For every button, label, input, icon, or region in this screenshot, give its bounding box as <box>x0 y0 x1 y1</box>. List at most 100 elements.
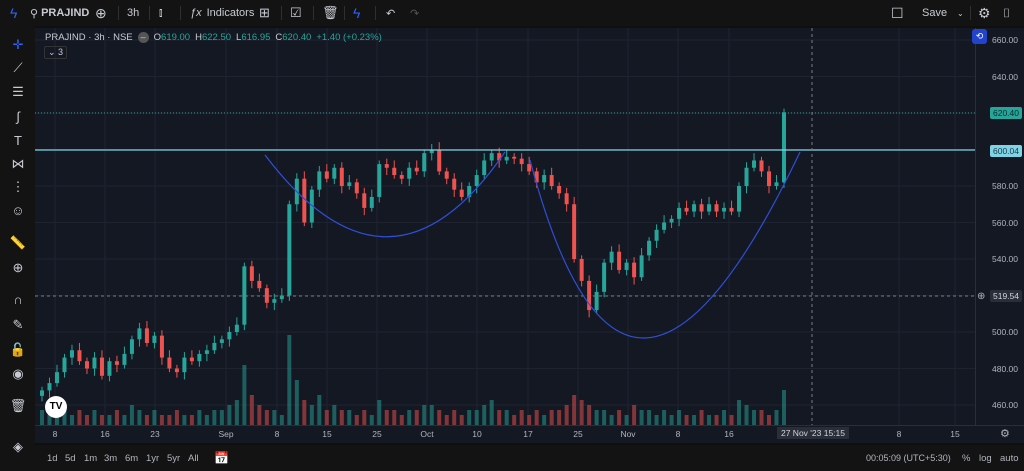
interval-button[interactable]: 3h <box>127 7 140 19</box>
eye-icon[interactable]: ◉ <box>12 366 24 381</box>
text-icon[interactable]: T <box>14 133 22 148</box>
save-button[interactable]: Save <box>922 7 948 19</box>
candle-body <box>647 240 652 256</box>
volume-bar <box>519 410 524 425</box>
volume-bar <box>759 410 764 425</box>
time-tick: 10 <box>472 429 482 439</box>
candle-body <box>639 255 644 278</box>
candle-body <box>317 171 322 190</box>
pattern-icon[interactable]: ⋈ <box>11 156 25 171</box>
time-tick: 25 <box>372 429 382 439</box>
logo-icon[interactable]: ϟ <box>10 5 18 21</box>
pencil-lock-icon[interactable]: ✎ <box>12 317 24 332</box>
symbol-search[interactable]: ⚲ PRAJIND <box>30 4 89 22</box>
candle-body <box>40 390 44 396</box>
volume-bar <box>227 405 232 425</box>
volume-bar <box>437 410 442 425</box>
gear-icon[interactable]: ⚙ <box>978 4 991 21</box>
add-symbol-icon[interactable]: ⊕ <box>95 4 107 21</box>
camera-icon[interactable]: ⌷ <box>1003 5 1011 20</box>
auto-fit-button[interactable]: ⟲ <box>972 29 987 44</box>
volume-bar <box>774 410 779 425</box>
candle-body <box>77 350 82 362</box>
undo-icon[interactable]: ↶ <box>386 7 396 20</box>
minus-icon[interactable]: – <box>137 32 149 43</box>
volume-bar <box>632 405 637 425</box>
range-1yr[interactable]: 1yr <box>146 453 160 464</box>
candle-body <box>722 207 727 212</box>
time-tick: Sep <box>218 429 234 439</box>
volume-bar <box>647 410 652 425</box>
volume-bar <box>347 410 352 425</box>
symbol-title[interactable]: PRAJIND · 3h · NSE <box>45 32 133 43</box>
candle-body <box>414 167 419 172</box>
volume-bar <box>77 410 82 425</box>
candle-body <box>497 153 502 161</box>
volume-bar <box>129 405 134 425</box>
candle-body <box>174 368 179 373</box>
trash-icon[interactable]: 🗑 <box>9 398 27 413</box>
candle-body <box>714 204 719 212</box>
crosshair-icon[interactable]: ✛ <box>12 37 24 52</box>
price-axis[interactable] <box>975 28 1024 425</box>
emoji-icon[interactable]: ☺ <box>11 203 25 218</box>
time-tick: Nov <box>620 429 636 439</box>
volume-bar <box>617 410 622 425</box>
volume-bar <box>504 410 509 425</box>
calendar-icon[interactable]: 📅 <box>214 451 229 465</box>
volume-bar <box>152 410 157 425</box>
indicators-button[interactable]: ƒx Indicators <box>190 4 254 22</box>
range-5d[interactable]: 5d <box>65 453 76 464</box>
add-alert-icon[interactable]: ⊕ <box>977 291 986 302</box>
chevron-down-icon[interactable]: ⌄ <box>957 8 964 18</box>
candle-body <box>557 186 562 194</box>
candle-body <box>699 204 704 212</box>
lock-icon[interactable]: 🔓 <box>9 342 27 357</box>
trend-line-icon[interactable]: ⟋ <box>13 60 23 75</box>
prediction-icon[interactable]: ⋮ <box>11 179 25 194</box>
log-toggle[interactable]: log <box>979 453 992 464</box>
time-axis[interactable] <box>35 425 1024 443</box>
volume-bar <box>587 405 592 425</box>
range-3m[interactable]: 3m <box>104 453 118 464</box>
percent-toggle[interactable]: % <box>962 453 971 464</box>
fullscreen-icon[interactable]: ☐ <box>891 4 904 21</box>
lightning-icon[interactable]: ϟ <box>353 5 361 21</box>
range-1m[interactable]: 1m <box>84 453 98 464</box>
time-tick: 16 <box>724 429 734 439</box>
redo-icon[interactable]: ↷ <box>410 7 420 20</box>
volume-bar <box>272 410 277 425</box>
volume-bar <box>669 415 674 425</box>
brush-icon[interactable]: ∫ <box>16 109 20 124</box>
axis-settings-icon[interactable]: ⚙ <box>1000 428 1010 440</box>
indicators-toggle[interactable]: ⌄ 3 <box>44 46 68 59</box>
checkbox-icon[interactable]: ☑ <box>290 5 302 20</box>
candle-body <box>137 328 142 340</box>
candle-body <box>422 153 427 172</box>
candle-body <box>467 186 472 197</box>
candles-icon[interactable]: ⫾ <box>159 6 163 19</box>
layouts-icon[interactable]: ⊞ <box>259 5 270 20</box>
range-6m[interactable]: 6m <box>125 453 139 464</box>
candle-body <box>774 182 779 186</box>
volume-bar <box>527 415 532 425</box>
volume-bar <box>339 410 344 425</box>
candle-body <box>482 160 487 176</box>
auto-toggle[interactable]: auto <box>1000 453 1019 464</box>
magnet-icon[interactable]: ∩ <box>13 292 23 307</box>
ruler-icon[interactable]: 📏 <box>9 235 27 250</box>
fib-icon[interactable]: ☰ <box>12 84 24 99</box>
low-value: 616.95 <box>241 32 271 43</box>
volume-bar <box>699 410 704 425</box>
range-1d[interactable]: 1d <box>47 453 58 464</box>
clock[interactable]: 00:05:09 (UTC+5:30) <box>866 453 951 463</box>
range-all[interactable]: All <box>188 453 199 464</box>
zoom-icon[interactable]: ⊕ <box>12 260 24 275</box>
candle-body <box>197 353 202 362</box>
candle-body <box>287 204 292 296</box>
candle-body <box>474 175 479 186</box>
layers-icon[interactable]: ◈ <box>13 439 23 454</box>
range-5yr[interactable]: 5yr <box>167 453 181 464</box>
trash-icon[interactable]: 🗑 <box>322 5 339 20</box>
